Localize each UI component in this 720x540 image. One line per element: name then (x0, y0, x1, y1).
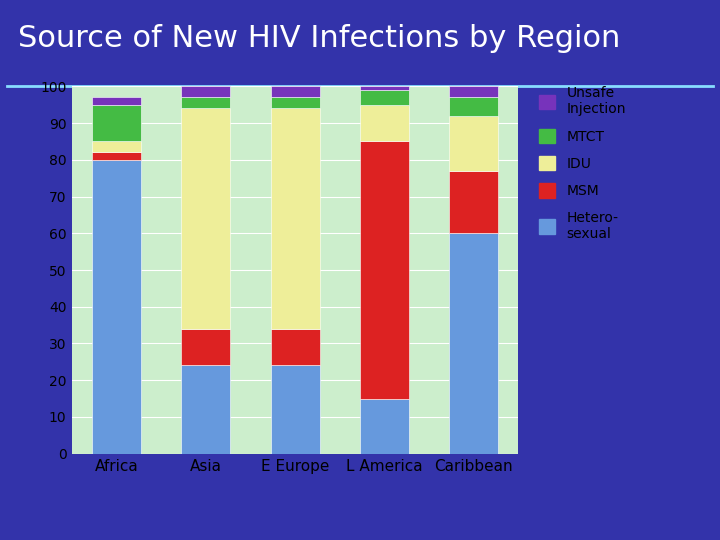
Bar (449, 171, 498, 233)
Bar (360, 86, 409, 90)
Bar (271, 366, 320, 454)
Bar (181, 97, 230, 109)
Bar (271, 109, 320, 329)
Legend: Unsafe
Injection, MTCT, IDU, MSM, Hetero-
sexual: Unsafe Injection, MTCT, IDU, MSM, Hetero… (539, 86, 626, 241)
Bar (449, 233, 498, 454)
Bar (360, 105, 409, 141)
Bar (92, 152, 141, 160)
Bar (181, 86, 230, 97)
Bar (449, 97, 498, 116)
Bar (360, 141, 409, 399)
Bar (271, 86, 320, 97)
Bar (360, 90, 409, 105)
Bar (181, 109, 230, 329)
Bar (181, 329, 230, 366)
Bar (271, 97, 320, 109)
Bar (271, 329, 320, 366)
Text: Source of New HIV Infections by Region: Source of New HIV Infections by Region (18, 24, 621, 53)
Bar (92, 141, 141, 152)
Bar (449, 86, 498, 97)
Bar (449, 116, 498, 171)
Bar (92, 97, 141, 105)
Bar (360, 399, 409, 454)
Bar (181, 366, 230, 454)
Bar (92, 105, 141, 141)
Bar (92, 160, 141, 454)
